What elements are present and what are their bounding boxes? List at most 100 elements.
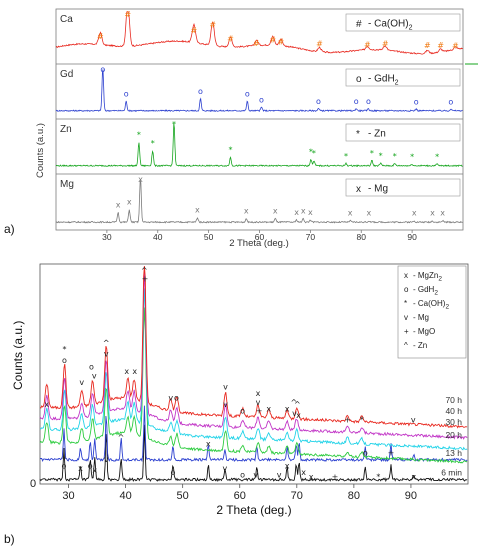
phase-marker: x (285, 462, 290, 471)
phase-marker: o (89, 363, 94, 372)
xrd-trace-30-h (39, 288, 468, 451)
peak-marker-mg: x (367, 209, 372, 218)
phase-marker: v (168, 393, 173, 402)
peak-marker-gd: o (414, 97, 419, 106)
phase-marker: + (332, 473, 339, 482)
phase-marker: x (411, 473, 416, 482)
legend-symbol-gd: o (356, 74, 362, 85)
phase-marker: x (78, 464, 83, 473)
phase-marker: v (256, 398, 261, 407)
x-tick-label: 30 (62, 490, 74, 502)
phase-marker: x (44, 400, 49, 409)
phase-marker: ^ (118, 433, 125, 442)
peak-marker-ca: # (97, 32, 104, 41)
peak-marker-mg: x (440, 209, 445, 218)
panel-b-legend: x - MgZn2 o - GdH2 * - Ca(OH)2 v - Mg + - MgO ^ - Z… (404, 271, 449, 350)
panel-b-x-axis-title: 2 Theta (deg.) (216, 503, 291, 517)
peak-marker-ca: # (124, 10, 131, 19)
peak-marker-zn: * (379, 151, 383, 160)
peak-marker-gd: o (198, 87, 203, 96)
phase-marker: x (266, 404, 271, 413)
panel-a-markers: ##### # # # # # # # # #oo o oo o o o o o**** * * * * * * * *x xxx… (97, 10, 459, 218)
phase-marker: x (92, 466, 97, 475)
xrd-trace-mg (55, 179, 463, 224)
x-tick-label: 40 (153, 232, 163, 242)
peak-marker-mg: x (412, 209, 417, 218)
subpanel-label-gd: Gd (60, 69, 73, 80)
peak-marker-zn: * (435, 152, 439, 161)
panel-a: ##### # # # # # # # # #oo o oo o o o o o**** * * * * * * * *x xxx… (35, 8, 478, 249)
phase-marker: o (62, 462, 67, 471)
subpanel-label-mg: Mg (60, 179, 74, 190)
phase-marker: ^ (103, 338, 110, 347)
x-tick-label: 30 (102, 232, 112, 242)
subpanel-label-ca: Ca (60, 14, 73, 25)
x-tick-label: 70 (306, 232, 316, 242)
panel-a-x-ticks: 30 40 50 60 70 80 90 (102, 230, 417, 242)
peak-marker-mg: x (273, 207, 278, 216)
phase-marker: * (62, 455, 66, 464)
peak-marker-mg: x (294, 208, 299, 217)
legend-label-zn: - Zn (368, 129, 386, 140)
legend-symbol-zn: * (356, 129, 360, 140)
phase-marker: v (253, 470, 258, 479)
peak-marker-gd: o (366, 97, 371, 106)
peak-marker-zn: * (370, 149, 374, 158)
panel-a-y-axis-title: Counts (a.u.) (35, 123, 46, 178)
legend-symbol-ca: # (356, 19, 362, 30)
phase-marker: + (256, 407, 263, 416)
phase-marker: o (363, 448, 368, 457)
phase-marker: o (240, 407, 245, 416)
series-label-70-h: 70 h (445, 395, 462, 405)
legend-label-gd: - GdH2 (368, 74, 399, 87)
peak-marker-ca: # (209, 20, 216, 29)
x-tick-label: 50 (177, 490, 189, 502)
peak-marker-ca: # (227, 35, 234, 44)
phase-marker: v (104, 455, 109, 464)
phase-marker: x (309, 473, 314, 482)
legend-symbol: v (404, 313, 408, 322)
phase-marker: v (411, 415, 416, 424)
legend-label: - Zn (413, 341, 427, 350)
phase-marker: o (88, 462, 93, 471)
peak-marker-zn: * (410, 152, 414, 161)
phase-marker: v (223, 382, 228, 391)
peak-marker-zn: * (344, 152, 348, 161)
phase-marker: ^ (141, 266, 148, 275)
legend-symbol: o (404, 285, 409, 294)
phase-marker: + (142, 275, 149, 284)
phase-marker: v (277, 470, 282, 479)
series-label-20-h: 20 h (445, 430, 462, 440)
x-tick-label: 60 (255, 232, 265, 242)
xrd-trace-20-h (39, 307, 468, 464)
peak-marker-zn: * (137, 130, 141, 139)
series-label-6-min: 6 min (441, 468, 462, 478)
peak-marker-mg: x (195, 206, 200, 215)
xrd-trace-40-h (39, 271, 468, 440)
x-tick-label: 60 (234, 490, 246, 502)
xrd-trace-gd (55, 69, 463, 113)
x-tick-label: 70 (291, 490, 303, 502)
legend-box-zn (345, 123, 461, 142)
peak-marker-zn: * (393, 152, 397, 161)
peak-marker-gd: o (448, 97, 453, 106)
peak-marker-gd: o (316, 97, 321, 106)
peak-marker-ca: # (437, 41, 444, 50)
legend-symbol: * (404, 299, 407, 308)
peak-marker-mg: x (430, 209, 435, 218)
phase-marker: o (62, 356, 67, 365)
peak-marker-mg: x (348, 209, 353, 218)
legend-symbol: x (404, 271, 408, 280)
peak-marker-mg: x (308, 208, 313, 217)
panel-a-traces (55, 11, 463, 224)
panel-b-x-ticks: 30 40 50 60 70 80 90 (62, 484, 417, 502)
xrd-trace-6-min (39, 424, 468, 483)
legend-label: - Ca(OH)2 (413, 299, 449, 311)
x-tick-label: 80 (357, 232, 367, 242)
peak-marker-ca: # (269, 35, 276, 44)
peak-marker-gd: o (259, 96, 264, 105)
x-tick-label: 90 (407, 232, 417, 242)
